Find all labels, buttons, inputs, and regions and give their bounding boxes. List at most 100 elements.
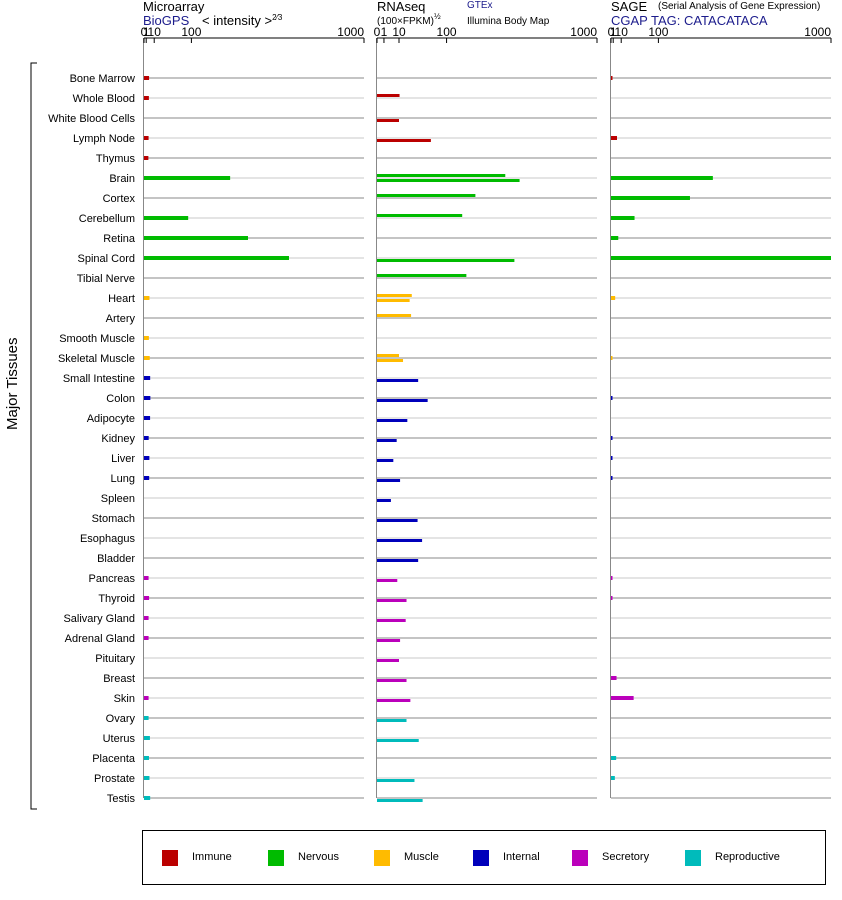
microarray-tick-label: 10 xyxy=(148,25,162,39)
rnaseq-bar-pituitary-illumina-body-map xyxy=(377,659,399,662)
sage-bar-bone-marrow xyxy=(611,76,613,80)
sage-bar-liver xyxy=(611,456,613,460)
tissue-label-lung: Lung xyxy=(111,473,135,485)
legend-swatch-secretory xyxy=(572,850,588,866)
rnaseq-bar-small-intestine-illumina-body-map xyxy=(377,379,419,382)
sage-bar-kidney xyxy=(611,436,613,440)
tissue-label-bone-marrow: Bone Marrow xyxy=(70,73,135,85)
tissue-label-pituitary: Pituitary xyxy=(95,653,135,665)
tissue-label-spleen: Spleen xyxy=(101,493,135,505)
microarray-bar-retina xyxy=(144,236,248,240)
rnaseq-tick-label: 10 xyxy=(392,25,406,39)
rnaseq-bar-bladder-illumina-body-map xyxy=(377,559,419,562)
legend-swatch-immune xyxy=(162,850,178,866)
tissue-label-heart: Heart xyxy=(108,293,135,305)
sage-bar-thyroid xyxy=(611,596,613,600)
tissue-label-spinal-cord: Spinal Cord xyxy=(78,253,135,265)
sage-subtitle: (Serial Analysis of Gene Expression) xyxy=(658,1,821,12)
tissue-label-lymph-node: Lymph Node xyxy=(73,133,135,145)
rnaseq-unit-label: (100×FPKM)½ xyxy=(377,12,441,27)
tissue-label-artery: Artery xyxy=(106,313,136,325)
microarray-bar-heart xyxy=(144,296,150,300)
sage-bar-cortex xyxy=(611,196,690,200)
tissue-label-skeletal-muscle: Skeletal Muscle xyxy=(58,353,135,365)
rnaseq-bar-adipocyte-illumina-body-map xyxy=(377,419,408,422)
tissue-label-uterus: Uterus xyxy=(103,733,136,745)
microarray-bar-skin xyxy=(144,696,149,700)
rnaseq-bar-whole-blood-gtex xyxy=(377,94,400,97)
rnaseq-tick-label: 1000 xyxy=(570,25,597,39)
microarray-tick-label: 1000 xyxy=(337,25,364,39)
rnaseq-bar-colon-illumina-body-map xyxy=(377,399,428,402)
legend-label-reproductive: Reproductive xyxy=(715,851,780,863)
tissue-label-esophagus: Esophagus xyxy=(80,533,136,545)
rnaseq-bar-uterus-illumina-body-map xyxy=(377,739,419,742)
tissue-label-white-blood-cells: White Blood Cells xyxy=(48,113,135,125)
legend: Immune Nervous Muscle Internal Secretory… xyxy=(142,830,826,885)
tissue-label-skin: Skin xyxy=(114,693,135,705)
rnaseq-bar-brain-illumina-body-map xyxy=(377,179,520,182)
sage-bar-placenta xyxy=(611,756,617,760)
microarray-bar-liver xyxy=(144,456,150,460)
rnaseq-bar-prostate-illumina-body-map xyxy=(377,779,415,782)
microarray-bar-cerebellum xyxy=(144,216,189,220)
microarray-bar-lymph-node xyxy=(144,136,149,140)
rnaseq-source-illumina: Illumina Body Map xyxy=(467,16,550,27)
microarray-bar-bone-marrow xyxy=(144,76,150,80)
tissue-label-thyroid: Thyroid xyxy=(98,593,135,605)
sage-tick-label: 100 xyxy=(648,25,668,39)
tissue-label-adrenal-gland: Adrenal Gland xyxy=(65,633,135,645)
microarray-bar-thyroid xyxy=(144,596,150,600)
microarray-bar-colon xyxy=(144,396,151,400)
legend-label-internal: Internal xyxy=(503,851,540,863)
sage-bar-skeletal-muscle xyxy=(611,356,613,360)
legend-label-secretory: Secretory xyxy=(602,851,650,863)
microarray-bar-spinal-cord xyxy=(144,256,289,260)
rnaseq-bar-spleen-illumina-body-map xyxy=(377,499,391,502)
tissue-label-thymus: Thymus xyxy=(96,153,136,165)
rnaseq-bar-skeletal-muscle-illumina-body-map xyxy=(377,359,404,362)
sage-tag: CGAP TAG: CATACATACA xyxy=(611,13,768,28)
sage-tick-label: 0 xyxy=(608,25,615,39)
tissue-label-kidney: Kidney xyxy=(101,433,135,445)
tissue-label-placenta: Placenta xyxy=(92,753,136,765)
tissue-label-cerebellum: Cerebellum xyxy=(79,213,135,225)
rnaseq-bar-tibial-nerve-gtex xyxy=(377,274,467,277)
sage-bar-prostate xyxy=(611,776,615,780)
rnaseq-bar-breast-illumina-body-map xyxy=(377,679,407,682)
microarray-bar-ovary xyxy=(144,716,149,720)
y-axis-label: Major Tissues xyxy=(4,337,21,430)
tissue-label-retina: Retina xyxy=(103,233,136,245)
microarray-tick-label: 100 xyxy=(181,25,201,39)
rnaseq-bar-heart-gtex xyxy=(377,294,412,297)
tissue-label-salivary-gland: Salivary Gland xyxy=(63,613,135,625)
microarray-bar-kidney xyxy=(144,436,149,440)
microarray-bar-adrenal-gland xyxy=(144,636,149,640)
microarray-bar-adipocyte xyxy=(144,416,151,420)
microarray-title: Microarray xyxy=(143,0,205,14)
rnaseq-title: RNAseq xyxy=(377,0,426,14)
sage-bar-heart xyxy=(611,296,616,300)
sage-bar-lung xyxy=(611,476,613,480)
rnaseq-tick-label: 1 xyxy=(381,25,388,39)
rnaseq-bar-liver-illumina-body-map xyxy=(377,459,394,462)
rnaseq-bar-cortex-gtex xyxy=(377,194,476,197)
sage-title: SAGE xyxy=(611,0,648,14)
legend-label-nervous: Nervous xyxy=(298,851,339,863)
microarray-bar-thymus xyxy=(144,156,149,160)
sage-bar-breast xyxy=(611,676,617,680)
sage-bar-skin xyxy=(611,696,634,700)
rnaseq-bar-ovary-illumina-body-map xyxy=(377,719,407,722)
rnaseq-bar-heart-illumina-body-map xyxy=(377,299,410,302)
tissue-label-tibial-nerve: Tibial Nerve xyxy=(77,273,135,285)
rnaseq-bar-lymph-node-illumina-body-map xyxy=(377,139,431,142)
tissue-label-liver: Liver xyxy=(111,453,135,465)
rnaseq-bar-adrenal-gland-illumina-body-map xyxy=(377,639,401,642)
tissue-label-pancreas: Pancreas xyxy=(89,573,136,585)
sage-bar-pancreas xyxy=(611,576,613,580)
microarray-bar-pancreas xyxy=(144,576,149,580)
microarray-bar-small-intestine xyxy=(144,376,151,380)
rnaseq-bar-kidney-illumina-body-map xyxy=(377,439,397,442)
microarray-bar-brain xyxy=(144,176,231,180)
